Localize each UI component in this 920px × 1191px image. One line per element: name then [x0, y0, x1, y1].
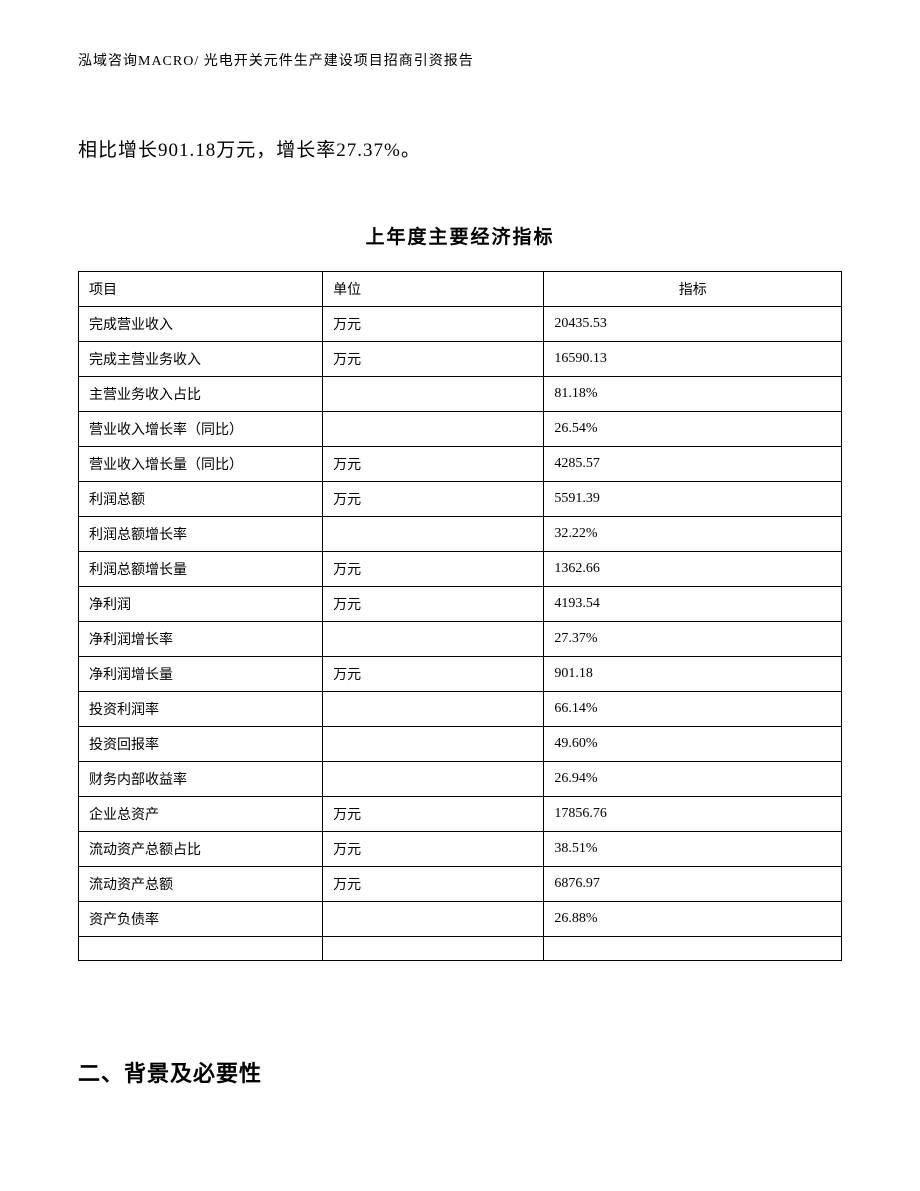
cell-unit	[323, 412, 544, 447]
cell-value: 4285.57	[544, 447, 842, 482]
cell-value: 20435.53	[544, 307, 842, 342]
cell-item: 利润总额	[79, 482, 323, 517]
cell-unit: 万元	[323, 657, 544, 692]
cell-value: 901.18	[544, 657, 842, 692]
table-row: 财务内部收益率 26.94%	[79, 762, 842, 797]
cell-unit: 万元	[323, 867, 544, 902]
table-title: 上年度主要经济指标	[78, 222, 842, 249]
cell-item: 投资利润率	[79, 692, 323, 727]
cell-unit: 万元	[323, 447, 544, 482]
cell-blank	[544, 937, 842, 961]
cell-value: 26.88%	[544, 902, 842, 937]
cell-value: 5591.39	[544, 482, 842, 517]
cell-item: 主营业务收入占比	[79, 377, 323, 412]
cell-item: 投资回报率	[79, 727, 323, 762]
table-row: 利润总额增长率 32.22%	[79, 517, 842, 552]
table-blank-row	[79, 937, 842, 961]
table-row: 净利润增长率 27.37%	[79, 622, 842, 657]
cell-item: 完成主营业务收入	[79, 342, 323, 377]
cell-value: 81.18%	[544, 377, 842, 412]
table-row: 利润总额增长量 万元 1362.66	[79, 552, 842, 587]
table-row: 净利润 万元 4193.54	[79, 587, 842, 622]
table-header-row: 项目 单位 指标	[79, 272, 842, 307]
cell-value: 32.22%	[544, 517, 842, 552]
table-row: 完成主营业务收入 万元 16590.13	[79, 342, 842, 377]
cell-item: 利润总额增长量	[79, 552, 323, 587]
cell-item: 净利润增长量	[79, 657, 323, 692]
table-row: 资产负债率 26.88%	[79, 902, 842, 937]
cell-blank	[79, 937, 323, 961]
cell-item: 营业收入增长率（同比）	[79, 412, 323, 447]
cell-unit	[323, 622, 544, 657]
cell-item: 完成营业收入	[79, 307, 323, 342]
col-header-unit: 单位	[323, 272, 544, 307]
cell-value: 49.60%	[544, 727, 842, 762]
cell-unit: 万元	[323, 342, 544, 377]
table-row: 完成营业收入 万元 20435.53	[79, 307, 842, 342]
cell-value: 1362.66	[544, 552, 842, 587]
table-row: 营业收入增长量（同比） 万元 4285.57	[79, 447, 842, 482]
page-header: 泓域咨询MACRO/ 光电开关元件生产建设项目招商引资报告	[78, 50, 842, 70]
cell-item: 营业收入增长量（同比）	[79, 447, 323, 482]
cell-unit: 万元	[323, 832, 544, 867]
cell-unit	[323, 377, 544, 412]
col-header-metric: 指标	[544, 272, 842, 307]
cell-value: 17856.76	[544, 797, 842, 832]
cell-unit	[323, 727, 544, 762]
cell-item: 财务内部收益率	[79, 762, 323, 797]
cell-value: 16590.13	[544, 342, 842, 377]
table-row: 投资利润率 66.14%	[79, 692, 842, 727]
cell-unit	[323, 902, 544, 937]
table-row: 企业总资产 万元 17856.76	[79, 797, 842, 832]
cell-value: 38.51%	[544, 832, 842, 867]
cell-value: 27.37%	[544, 622, 842, 657]
economic-indicators-table: 项目 单位 指标 完成营业收入 万元 20435.53 完成主营业务收入 万元 …	[78, 271, 842, 961]
table-row: 净利润增长量 万元 901.18	[79, 657, 842, 692]
cell-blank	[323, 937, 544, 961]
col-header-item: 项目	[79, 272, 323, 307]
cell-value: 6876.97	[544, 867, 842, 902]
cell-unit: 万元	[323, 587, 544, 622]
cell-value: 4193.54	[544, 587, 842, 622]
cell-item: 净利润	[79, 587, 323, 622]
cell-value: 66.14%	[544, 692, 842, 727]
cell-unit	[323, 762, 544, 797]
table-body: 完成营业收入 万元 20435.53 完成主营业务收入 万元 16590.13 …	[79, 307, 842, 961]
cell-value: 26.94%	[544, 762, 842, 797]
cell-item: 利润总额增长率	[79, 517, 323, 552]
cell-unit: 万元	[323, 307, 544, 342]
cell-item: 企业总资产	[79, 797, 323, 832]
table-row: 流动资产总额占比 万元 38.51%	[79, 832, 842, 867]
cell-item: 净利润增长率	[79, 622, 323, 657]
cell-item: 资产负债率	[79, 902, 323, 937]
cell-unit: 万元	[323, 552, 544, 587]
table-row: 流动资产总额 万元 6876.97	[79, 867, 842, 902]
table-row: 主营业务收入占比 81.18%	[79, 377, 842, 412]
cell-unit	[323, 692, 544, 727]
cell-unit	[323, 517, 544, 552]
cell-value: 26.54%	[544, 412, 842, 447]
cell-unit: 万元	[323, 797, 544, 832]
intro-paragraph: 相比增长901.18万元，增长率27.37%。	[78, 135, 842, 162]
cell-item: 流动资产总额	[79, 867, 323, 902]
table-row: 营业收入增长率（同比） 26.54%	[79, 412, 842, 447]
cell-item: 流动资产总额占比	[79, 832, 323, 867]
cell-unit: 万元	[323, 482, 544, 517]
table-row: 利润总额 万元 5591.39	[79, 482, 842, 517]
table-row: 投资回报率 49.60%	[79, 727, 842, 762]
section-heading: 二、背景及必要性	[78, 1056, 842, 1088]
